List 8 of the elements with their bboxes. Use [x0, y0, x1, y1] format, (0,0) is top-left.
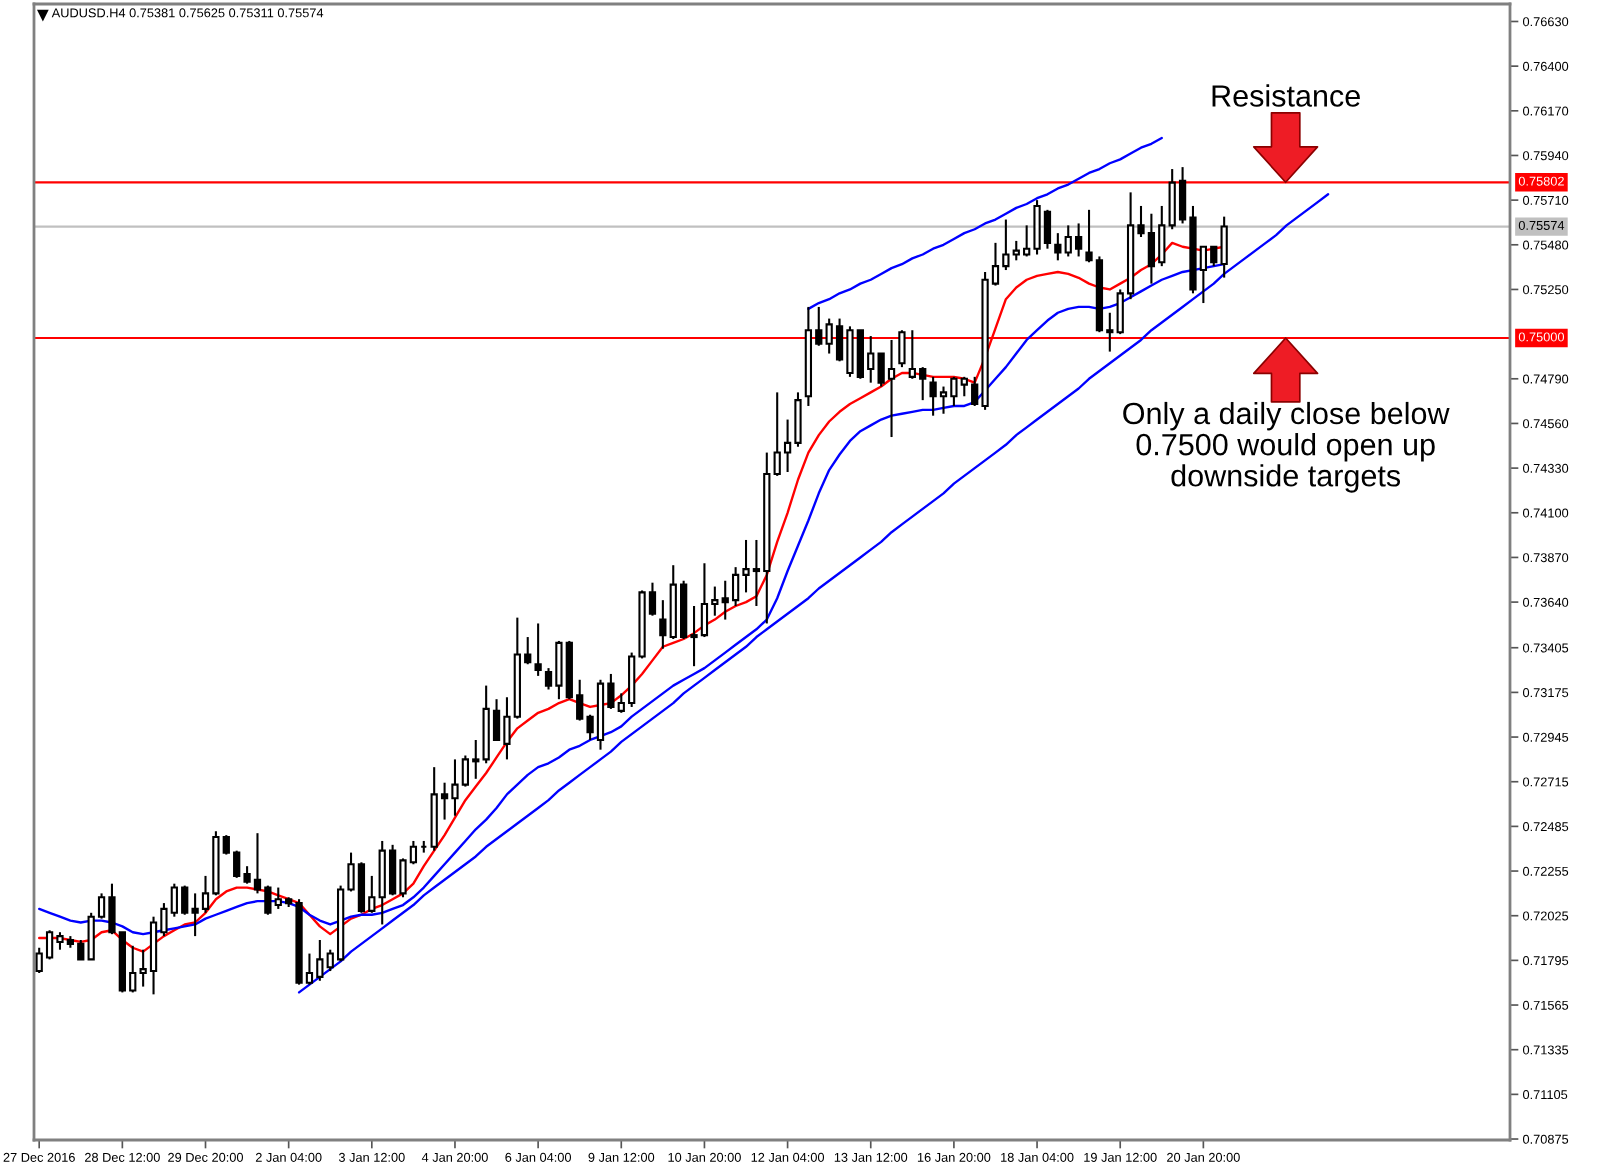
- candlestick: [534, 622, 542, 677]
- candlestick: [1220, 215, 1228, 279]
- candlestick: [1054, 232, 1062, 262]
- annotation: Resistance: [1212, 84, 1360, 107]
- candlestick: [898, 329, 906, 369]
- annotation: Only a daily close below 0.7500 would open up downside targets: [1123, 401, 1450, 493]
- line-series: [807, 136, 1163, 311]
- candlestick: [659, 599, 667, 650]
